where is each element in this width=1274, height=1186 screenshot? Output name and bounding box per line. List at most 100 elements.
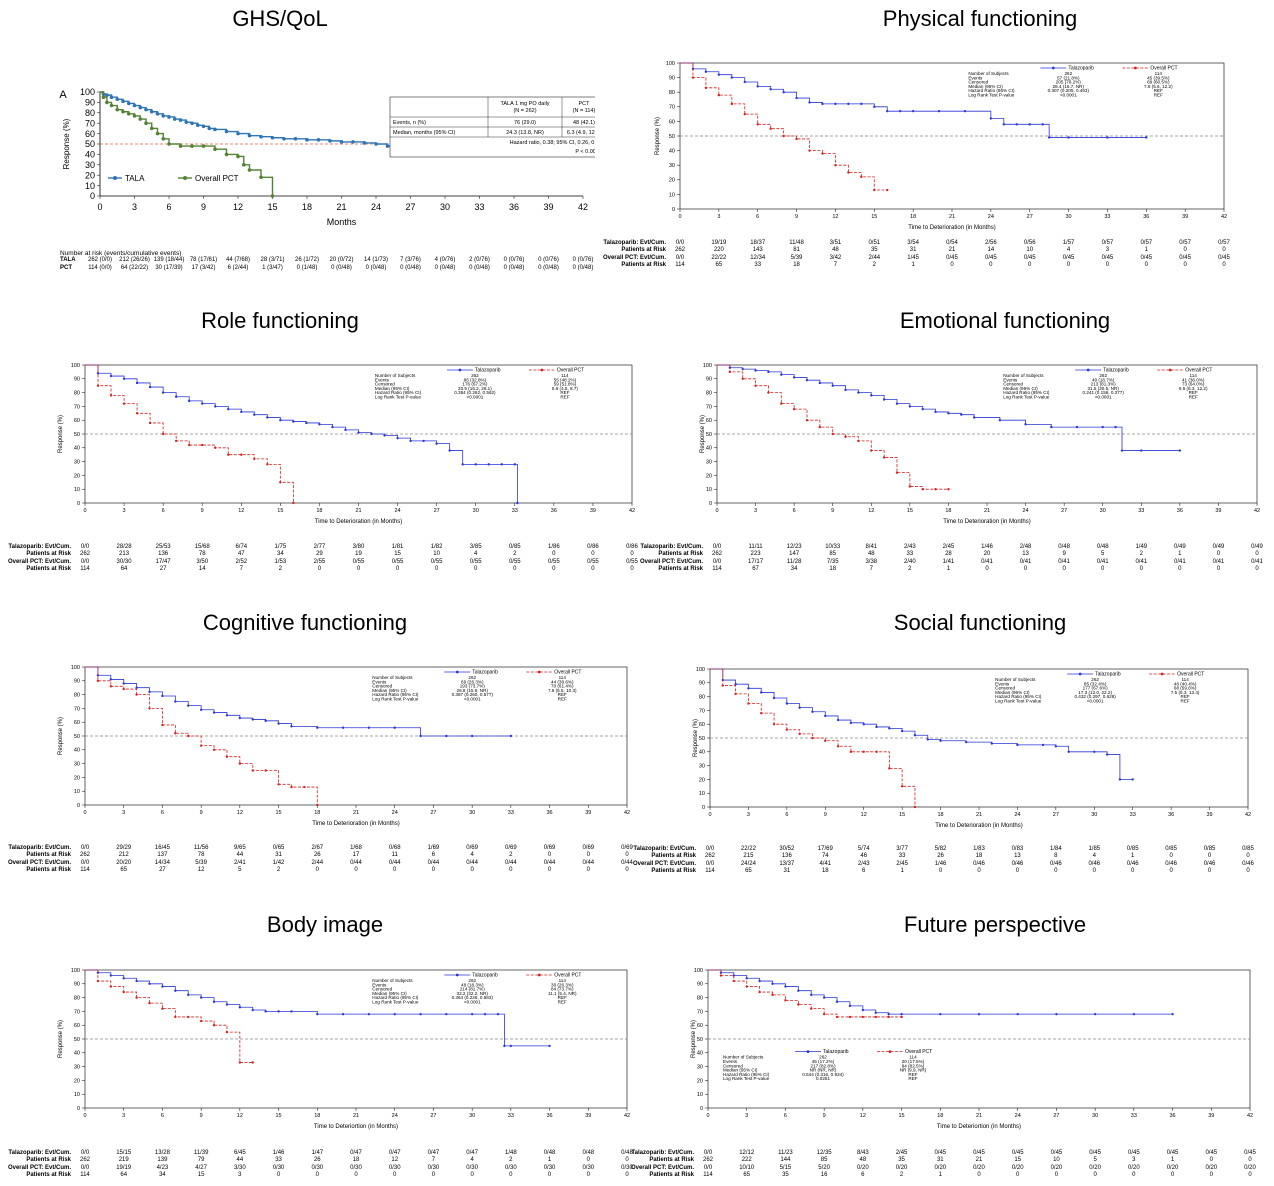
stats-label: Hazard Ratio (95% CI)	[375, 390, 422, 395]
stats-label: Censored	[968, 80, 988, 85]
risk-cell: 0/41	[1058, 558, 1070, 565]
risk-cell: 0	[989, 262, 993, 269]
risk-cell: 8/43	[857, 1150, 869, 1156]
risk-cell: 0/30	[621, 1164, 633, 1171]
censor-marker	[174, 1015, 177, 1019]
km-chart-future-perspective: 0 3 6 9 12 15 18 21 24 27 30 33 36 39 42 0 10 20 30 40 50 60 7…	[688, 965, 1258, 1135]
risk-cell: 143	[752, 247, 763, 254]
risk-cell: 0 (0/48)	[469, 264, 490, 271]
censor-marker	[848, 1004, 852, 1008]
risk-row-label: Patients at Risk	[621, 247, 666, 254]
x-tick-label: 39	[585, 810, 591, 816]
stats-cell: 76 (29.0)	[514, 120, 536, 126]
risk-cell: 0	[1207, 853, 1212, 860]
censor-marker	[1093, 750, 1096, 753]
risk-row-label: Overall PCT: Evt/Cum.	[7, 558, 71, 565]
panel-title: Physical functioning	[882, 6, 1078, 31]
risk-cell: 14	[198, 566, 206, 573]
risk-cell: 0	[1216, 566, 1221, 573]
x-tick-label: 9	[795, 214, 798, 220]
censor-marker	[1093, 1012, 1097, 1016]
x-tick-label: 42	[578, 202, 588, 212]
risk-cell: 0	[1132, 1172, 1136, 1179]
x-tick-label: 36	[1168, 812, 1174, 818]
stats-label: Median (95% CI)	[1003, 386, 1038, 391]
risk-cell: 0/20	[1011, 1164, 1024, 1171]
stats-label: Log Rank Test P-value	[723, 1076, 770, 1081]
risk-cell: 0/44	[350, 859, 362, 866]
legend-marker	[1051, 66, 1055, 70]
censor-marker	[290, 785, 293, 789]
risk-cell: 0	[434, 566, 439, 573]
risk-cell: 2/40	[904, 558, 916, 565]
risk-cell: 0/48	[1096, 544, 1109, 550]
risk-cell: 0/46	[1126, 860, 1139, 867]
x-tick-label: 36	[1143, 214, 1149, 220]
censor-marker	[238, 1061, 242, 1064]
stats-pct-value: 41 (36.0%)	[1182, 377, 1205, 382]
risk-cell: 20 (0/72)	[329, 257, 354, 264]
stats-tala-value: 177 (67.6%)	[1083, 686, 1108, 691]
stats-tala-value: 193 (73.7%)	[460, 684, 485, 689]
km-chart-cognitive-functioning: 0 3 6 9 12 15 18 21 24 27 30 33 36 39 42 0 10 20 30 40 50 60 7…	[55, 662, 635, 832]
risk-cell: 139	[157, 1157, 168, 1164]
risk-cell: 12	[197, 867, 205, 874]
risk-cell: 0/0	[703, 1164, 713, 1171]
x-tick-label: 30	[1100, 508, 1106, 514]
censor-marker	[293, 137, 298, 141]
risk-cell: 27	[159, 867, 166, 874]
stats-pct-value: REF	[558, 1000, 567, 1005]
stats-pct-value: REF	[1154, 88, 1163, 93]
chart-svg: 0 3 6 9 12 15 18 21 24 27 30 33 36 39 4201020304050607…	[58, 665, 630, 827]
censor-marker	[201, 144, 206, 148]
y-tick-label: 10	[74, 1092, 80, 1098]
censor-marker	[821, 102, 824, 106]
risk-cell: 0	[547, 867, 552, 874]
risk-cell: 2	[872, 262, 876, 269]
censor-marker	[367, 726, 371, 729]
stats-label: Number of Subjects	[995, 677, 1036, 682]
y-tick-label: 50	[669, 134, 675, 140]
censor-marker	[882, 398, 886, 401]
risk-row-label: Patients at Risk	[26, 852, 71, 859]
risk-table-row: Patients at Risk 262 223 147 85 48 33 28 20 13 9 5 2…	[648, 551, 1268, 558]
risk-cell: 0/48	[621, 1150, 633, 1156]
x-tick-label: 9	[201, 508, 204, 514]
censor-marker	[172, 117, 177, 121]
censor-marker	[782, 134, 785, 138]
y-tick-label: 30	[669, 163, 675, 169]
censor-marker	[873, 188, 876, 192]
censor-marker	[199, 744, 203, 747]
censor-marker	[370, 432, 373, 436]
risk-cell: 0/46	[1203, 860, 1216, 867]
censor-marker	[253, 413, 256, 416]
y-tick-label: 80	[74, 996, 80, 1002]
risk-cell: 0	[586, 1172, 590, 1179]
y-tick-label: 20	[697, 1078, 703, 1084]
risk-cell: 28 (3/71)	[260, 257, 285, 264]
risk-cell: 2/44	[868, 254, 881, 261]
risk-cell: 17 (3/42)	[191, 264, 216, 271]
risk-cell: 16	[820, 1172, 828, 1179]
stats-footer: Hazard ratio, 0.38; 95% CI, 0.26, 0.55	[510, 140, 595, 146]
stats-tala-value: 262	[468, 675, 476, 680]
censor-marker	[1178, 449, 1182, 452]
censor-marker	[135, 996, 138, 999]
censor-marker	[1055, 1012, 1058, 1016]
risk-cell: 74	[821, 853, 829, 860]
y-tick-label: 70	[85, 118, 95, 128]
stats-label: Events	[968, 75, 983, 80]
y-tick-label: 10	[669, 192, 675, 198]
risk-cell: 35	[782, 1172, 789, 1179]
y-tick-label: 70	[699, 708, 705, 714]
y-tick-label: 50	[697, 1037, 703, 1043]
risk-cell: 0 (1/48)	[296, 264, 318, 271]
risk-cell: 7	[239, 566, 243, 573]
stats-label: Number of Subjects	[1003, 373, 1044, 378]
series-line-tala	[717, 364, 1180, 451]
risk-cell: 13	[1014, 853, 1021, 860]
censor-marker	[500, 463, 503, 466]
censor-marker	[187, 734, 190, 738]
censor-marker	[212, 748, 216, 751]
censor-marker	[292, 420, 295, 423]
